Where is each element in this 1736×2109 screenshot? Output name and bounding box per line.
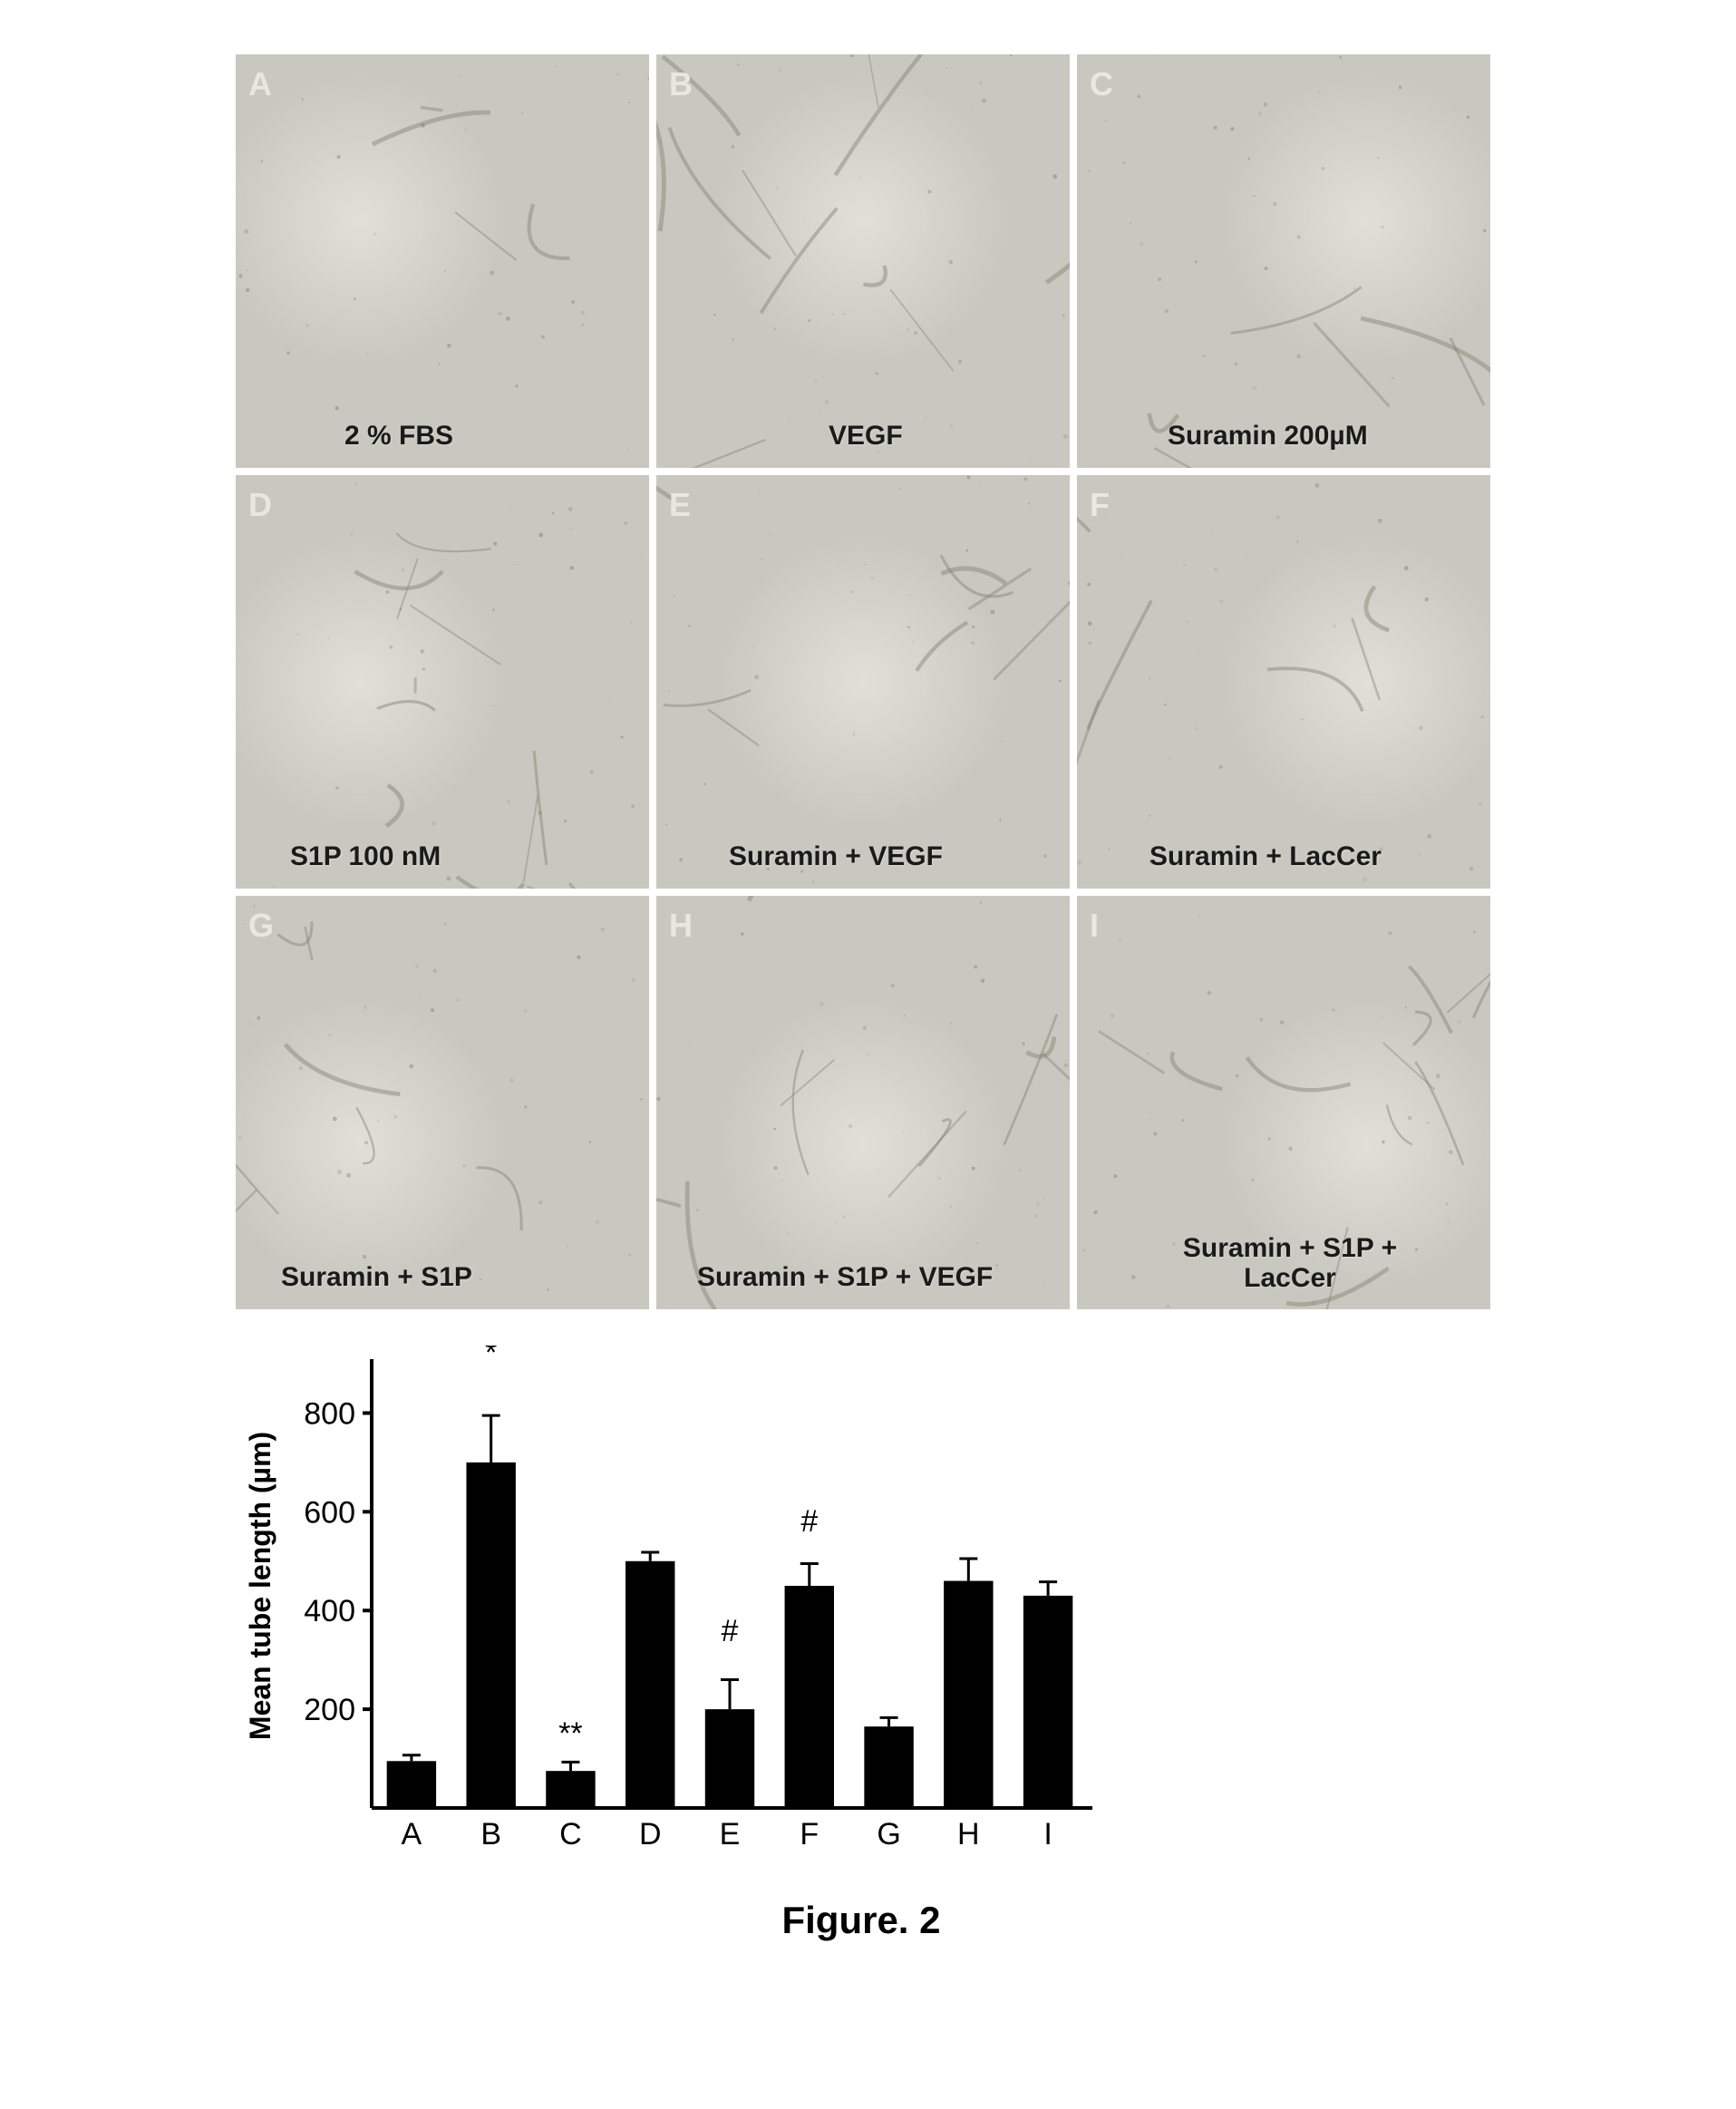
panel-label: Suramin + LacCer xyxy=(1149,841,1382,872)
bar-C xyxy=(546,1771,595,1808)
svg-text:I: I xyxy=(1043,1817,1052,1851)
svg-text:800: 800 xyxy=(304,1396,355,1431)
grid-cell-g: G Suramin + S1P xyxy=(236,896,649,1309)
svg-text:**: ** xyxy=(558,1716,582,1751)
grid-cell-b: B VEGF xyxy=(656,54,1070,468)
svg-text:E: E xyxy=(720,1817,741,1851)
svg-text:D: D xyxy=(639,1817,662,1851)
grid-cell-e: E Suramin + VEGF xyxy=(656,475,1070,889)
bar-B xyxy=(466,1463,515,1808)
panel-letter: H xyxy=(669,907,693,945)
bar-G xyxy=(864,1726,913,1808)
bar-I xyxy=(1023,1596,1072,1808)
microscopy-texture xyxy=(1077,475,1490,889)
microscopy-texture xyxy=(1077,54,1490,468)
svg-text:C: C xyxy=(559,1817,582,1851)
svg-text:G: G xyxy=(877,1817,900,1851)
microscopy-texture xyxy=(236,896,649,1309)
panel-label: 2 % FBS xyxy=(344,421,453,452)
bar-A xyxy=(387,1761,436,1808)
grid-cell-i: I Suramin + S1P +LacCer xyxy=(1077,896,1490,1309)
panel-label: S1P 100 nM xyxy=(290,841,441,872)
svg-text:A: A xyxy=(402,1817,422,1851)
panel-letter: A xyxy=(248,65,272,103)
chart-svg: 200 400 600 800 Mean tube length (µm) A B C D E F G… xyxy=(236,1346,1106,1871)
microscopy-texture xyxy=(236,54,649,468)
svg-text:*: * xyxy=(485,1346,497,1370)
panel-letter: D xyxy=(248,486,272,524)
panel-letter: E xyxy=(669,486,691,524)
svg-text:#: # xyxy=(800,1504,818,1539)
svg-text:F: F xyxy=(800,1817,819,1851)
panel-letter: G xyxy=(248,907,274,945)
panel-label: Suramin 200µM xyxy=(1168,421,1368,452)
panel-letter: B xyxy=(669,65,693,103)
grid-cell-h: H Suramin + S1P + VEGF xyxy=(656,896,1070,1309)
microscopy-texture xyxy=(656,475,1070,889)
bar-F xyxy=(785,1586,834,1808)
bar-E xyxy=(705,1709,754,1808)
svg-text:H: H xyxy=(957,1817,980,1851)
panel-label: Suramin + S1P + VEGF xyxy=(697,1262,993,1293)
svg-text:200: 200 xyxy=(304,1693,355,1727)
svg-text:Mean tube length (µm): Mean tube length (µm) xyxy=(244,1432,276,1740)
panel-label: Suramin + S1P xyxy=(281,1262,472,1293)
svg-text:600: 600 xyxy=(304,1495,355,1530)
svg-text:400: 400 xyxy=(304,1594,355,1628)
grid-cell-f: F Suramin + LacCer xyxy=(1077,475,1490,889)
microscopy-grid: A 2 % FBS B VEGF C Suramin 200µM D S1P 100 nM E S… xyxy=(236,54,1487,1309)
panel-letter: F xyxy=(1090,486,1110,524)
panel-letter: C xyxy=(1090,65,1113,103)
svg-text:#: # xyxy=(722,1614,739,1648)
microscopy-texture xyxy=(656,54,1070,468)
panel-letter: I xyxy=(1090,907,1099,945)
microscopy-texture xyxy=(656,896,1070,1309)
figure-caption: Figure. 2 xyxy=(236,1899,1487,1942)
grid-cell-c: C Suramin 200µM xyxy=(1077,54,1490,468)
grid-cell-a: A 2 % FBS xyxy=(236,54,649,468)
bar-D xyxy=(626,1561,674,1808)
figure-container: A 2 % FBS B VEGF C Suramin 200µM D S1P 100 nM E S… xyxy=(236,54,1505,1942)
microscopy-texture xyxy=(236,475,649,889)
bar-chart: 200 400 600 800 Mean tube length (µm) A B C D E F G… xyxy=(236,1346,1106,1871)
panel-label: VEGF xyxy=(829,421,903,452)
bar-H xyxy=(944,1581,993,1808)
panel-label: Suramin + S1P +LacCer xyxy=(1154,1233,1426,1293)
panel-label: Suramin + VEGF xyxy=(729,841,943,872)
svg-text:B: B xyxy=(480,1817,501,1851)
grid-cell-d: D S1P 100 nM xyxy=(236,475,649,889)
